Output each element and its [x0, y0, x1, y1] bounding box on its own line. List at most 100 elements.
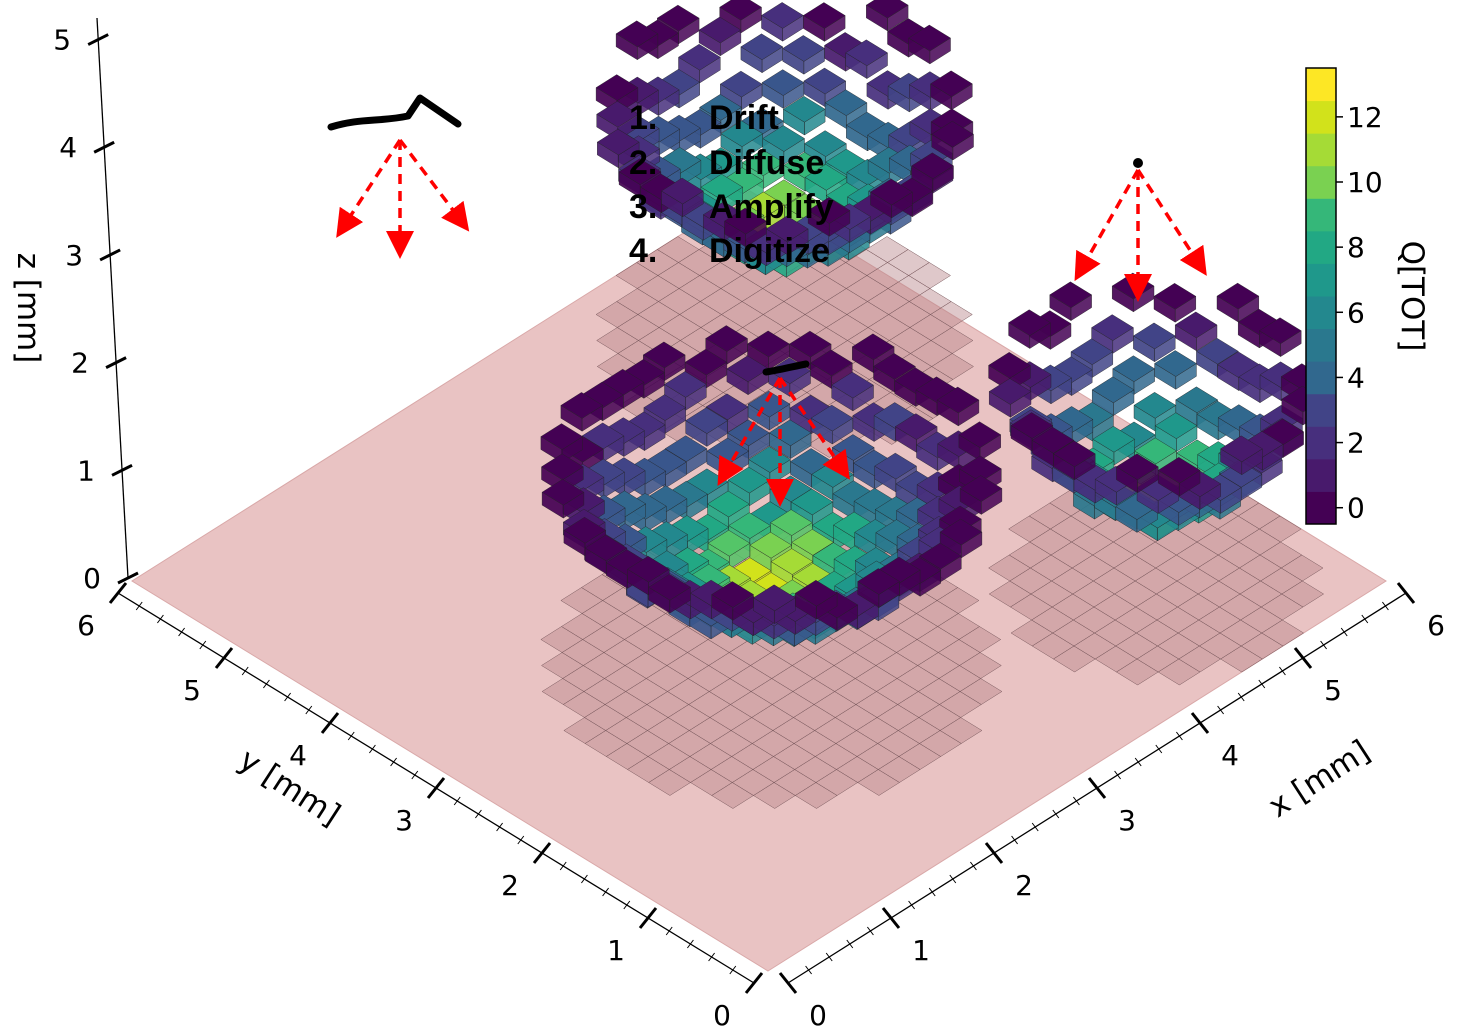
y-tick-label: 3 — [395, 804, 413, 837]
colorbar-label: Q[TOT] — [1394, 241, 1430, 352]
colorbar-ticks: 0 2 4 6 8 10 12 — [1336, 101, 1383, 525]
pixel-shadow — [865, 236, 909, 263]
y-axis-minor-tick — [559, 861, 567, 871]
voxel-top — [1157, 457, 1201, 484]
y-axis-tick — [214, 647, 234, 669]
voxel-top — [803, 67, 847, 95]
cluster-middle — [540, 325, 1003, 648]
y-axis-minor-tick — [305, 705, 313, 715]
x-axis-minor-tick — [949, 874, 957, 884]
voxel-top — [824, 89, 868, 116]
charge-voxels — [540, 0, 1324, 648]
voxel-top — [1049, 281, 1092, 309]
voxel-top — [770, 509, 813, 536]
voxel-top — [678, 43, 721, 71]
steps-list: 1. Drift 2. Diffuse 3. Amplify 4. Digiti… — [629, 99, 834, 270]
voxel-top — [540, 423, 584, 450]
y-axis-tick — [108, 582, 128, 604]
x-axis-tick — [1293, 647, 1313, 669]
y-axis-minor-tick — [178, 627, 186, 637]
x-axis-minor-tick — [1217, 705, 1224, 715]
voxel-top — [851, 333, 895, 361]
step-2-number: 2. — [629, 144, 657, 182]
y-axis-tick — [638, 907, 658, 929]
z-tick-label: 5 — [53, 24, 71, 57]
x-tick-label: 4 — [1221, 739, 1239, 772]
voxel-top — [936, 386, 980, 414]
x-axis-minor-tick — [970, 861, 977, 871]
voxel-top — [740, 33, 784, 61]
y-axis-minor-tick — [665, 926, 673, 936]
voxel-top — [1008, 309, 1051, 336]
x-axis-minor-tick — [1361, 614, 1369, 624]
colorbar: 0 2 4 6 8 10 12 Q[TOT] — [1305, 67, 1430, 525]
voxel-top — [919, 542, 962, 570]
z-tick-label: 3 — [65, 239, 83, 272]
y-tick-label: 6 — [77, 609, 95, 642]
y-axis-minor-tick — [241, 666, 249, 676]
voxel-top — [1031, 427, 1075, 454]
voxel-top — [958, 421, 1002, 448]
voxel-top — [595, 74, 639, 101]
x-axis-minor-tick — [1114, 770, 1121, 780]
y-axis-minor-tick — [156, 614, 164, 624]
voxel-top — [802, 2, 846, 29]
electron-point-3 — [1133, 158, 1143, 168]
voxel-top — [741, 149, 785, 176]
z-axis-tick — [111, 463, 133, 477]
x-axis-minor-tick — [1155, 744, 1163, 754]
voxel-top — [1115, 493, 1158, 520]
z-axis-label: z [mm] — [10, 253, 46, 364]
voxel-top — [1091, 376, 1135, 404]
voxel-top — [700, 173, 744, 201]
electron-track-1 — [327, 94, 462, 131]
x-axis-minor-tick — [1011, 835, 1018, 845]
z-axis-tick — [99, 248, 121, 262]
voxel-top — [959, 475, 1003, 502]
colorbar-tick-label: 0 — [1347, 492, 1365, 525]
colorbar-band — [1306, 458, 1336, 492]
voxel-top — [1220, 435, 1263, 463]
voxel-top — [698, 16, 742, 44]
voxel-top — [596, 100, 639, 128]
colorbar-tick-label: 4 — [1347, 361, 1365, 394]
x-axis-label: x [mm] — [1262, 733, 1376, 825]
voxel-top — [874, 452, 917, 480]
voxel-top — [865, 0, 909, 19]
voxel-top — [1133, 322, 1176, 350]
voxel-top — [728, 512, 771, 539]
z-tick-label: 1 — [77, 454, 95, 487]
voxel-top — [1153, 283, 1197, 310]
z-axis-tick — [87, 33, 109, 46]
y-axis-tick — [532, 842, 552, 864]
colorbar-band — [1306, 491, 1336, 525]
y-axis-minor-tick — [347, 731, 355, 741]
voxel-top — [747, 330, 790, 358]
voxel-top — [664, 371, 707, 398]
voxel-top — [664, 435, 708, 462]
z-axis-tick — [93, 140, 115, 154]
voxel-top — [541, 453, 584, 481]
voxel-top — [1134, 437, 1177, 465]
x-axis-tick — [1087, 777, 1107, 799]
y-axis-minor-tick — [453, 796, 461, 806]
colorbar-tick-label: 10 — [1347, 166, 1383, 199]
voxel-top — [1092, 425, 1135, 453]
y-axis-minor-tick — [581, 874, 588, 884]
colorbar-tick-label: 12 — [1347, 101, 1383, 134]
x-axis-minor-tick — [1382, 601, 1389, 611]
y-axis-minor-tick — [623, 900, 631, 910]
x-axis-minor-tick — [1340, 627, 1348, 637]
voxel-top — [794, 579, 838, 607]
voxel-top — [1112, 355, 1155, 382]
x-axis-minor-tick — [1279, 666, 1286, 676]
voxel-top — [939, 518, 983, 546]
voxel-top — [753, 584, 796, 612]
x-tick-label: 3 — [1118, 804, 1136, 837]
step-4-label: Digitize — [709, 232, 830, 270]
voxel-top — [661, 177, 704, 205]
voxel-top — [711, 581, 754, 608]
voxel-top — [873, 353, 916, 380]
z-axis-line — [96, 17, 129, 579]
